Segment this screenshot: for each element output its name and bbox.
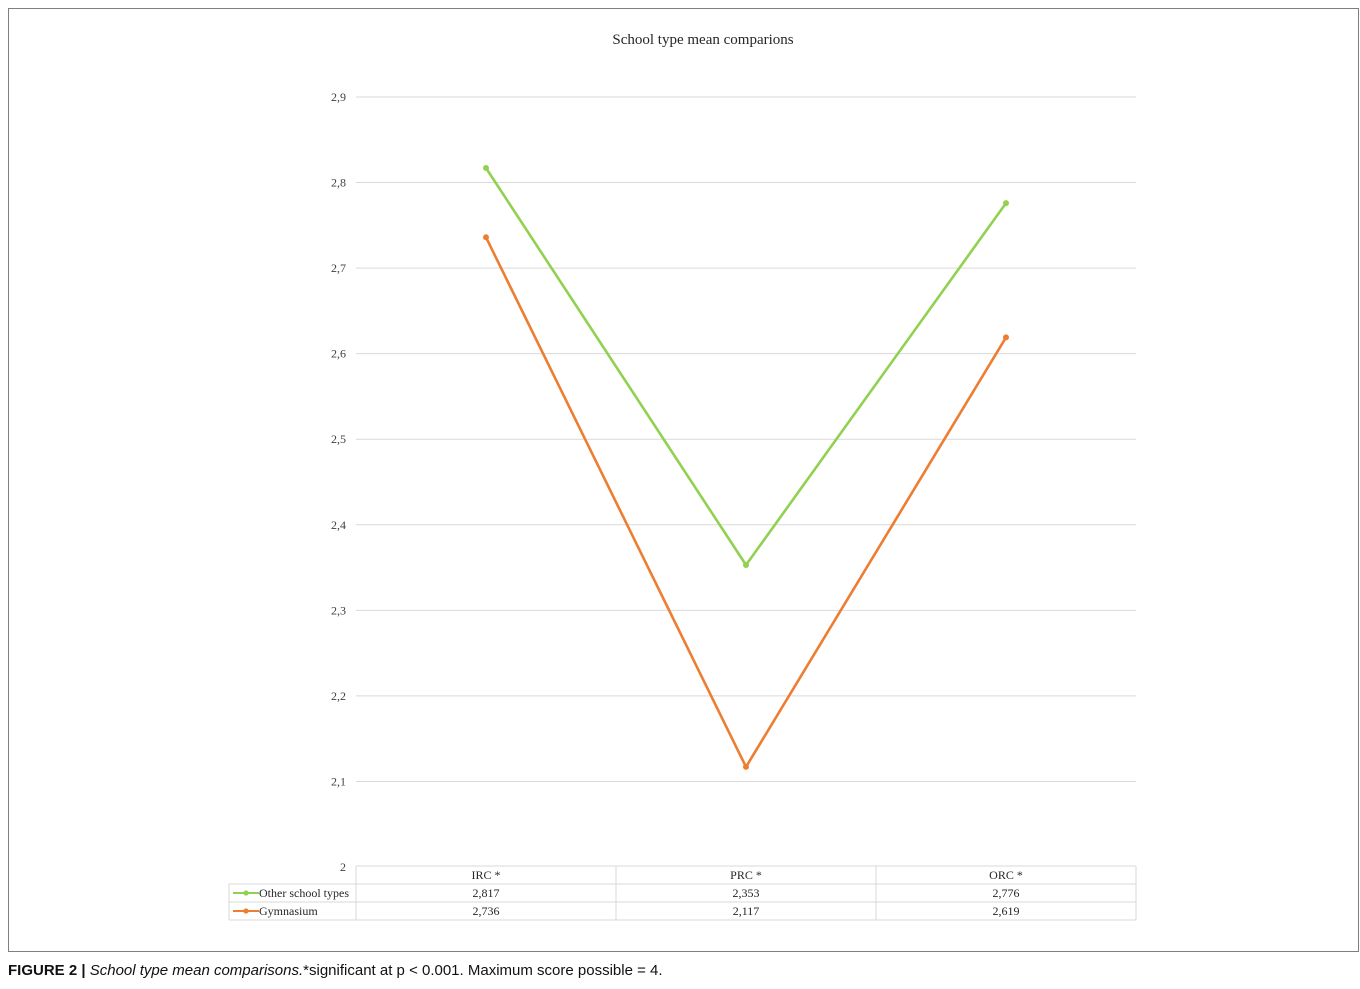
legend-series-name: Gymnasium (259, 904, 318, 918)
y-tick-label: 2,3 (331, 603, 346, 617)
y-tick-label: 2,9 (331, 90, 346, 104)
table-value-cell: 2,776 (993, 886, 1020, 900)
data-point (1003, 334, 1009, 341)
x-category-label: IRC * (471, 868, 500, 882)
figure-caption: FIGURE 2 | School type mean comparisons.… (8, 962, 1348, 979)
series-line (484, 167, 1008, 567)
y-tick-label: 2,2 (331, 689, 346, 703)
y-tick-label: 2,5 (331, 432, 346, 446)
y-tick-label: 2,8 (331, 176, 346, 190)
table-value-cell: 2,736 (473, 904, 500, 918)
data-point (743, 561, 749, 568)
legend-key-marker (243, 890, 249, 896)
data-point (1003, 200, 1009, 207)
data-point (483, 234, 489, 241)
legend-key-marker (243, 908, 249, 914)
y-tick-label: 2,4 (331, 518, 346, 532)
table-value-cell: 2,353 (733, 886, 760, 900)
table-value-cell: 2,817 (473, 886, 500, 900)
x-category-label: PRC * (730, 868, 762, 882)
table-value-cell: 2,117 (733, 904, 760, 918)
data-point (483, 165, 489, 172)
data-point (743, 763, 749, 770)
legend-series-name: Other school types (259, 886, 349, 900)
caption-note: *significant at p < 0.001. Maximum score… (303, 962, 663, 979)
caption-title: School type mean comparisons. (89, 962, 304, 979)
table-value-cell: 2,619 (993, 904, 1020, 918)
x-category-label: ORC * (989, 868, 1023, 882)
y-tick-label: 2,1 (331, 774, 346, 788)
caption-label: FIGURE 2 | (8, 962, 86, 979)
chart-frame: School type mean comparions 2 2,1 2,2 2,3 2,… (8, 8, 1359, 952)
line-chart: School type mean comparions 2 2,1 2,2 2,3 2,… (228, 32, 1137, 921)
y-tick-label: 2,7 (331, 261, 346, 275)
chart-title: School type mean comparions (612, 32, 793, 48)
series-line (484, 236, 1008, 769)
y-tick-label: 2,6 (331, 347, 346, 361)
y-tick-label: 2 (340, 860, 346, 874)
